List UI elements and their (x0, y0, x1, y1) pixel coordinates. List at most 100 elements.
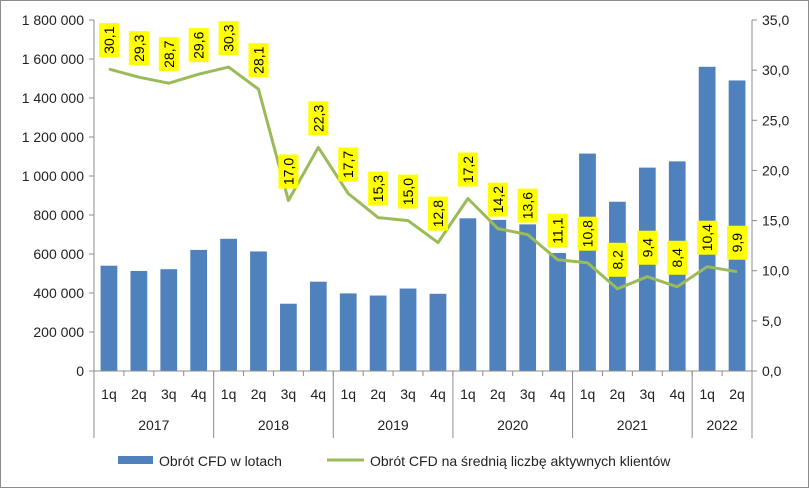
legend-swatch-bars (118, 456, 153, 464)
bar-3 (160, 269, 178, 371)
y-right-tick-label: 5,0 (762, 313, 782, 329)
x-tick-label: 2q (610, 386, 626, 402)
data-label-bg-17 (577, 216, 598, 251)
y-right-tick-label: 0,0 (762, 363, 782, 379)
data-label-bg-3 (158, 37, 179, 72)
data-label-21: 10,4 (699, 224, 715, 251)
y-right-tick-label: 20,0 (762, 162, 789, 178)
data-label-5: 30,3 (221, 24, 237, 51)
x-tick-label: 4q (550, 386, 566, 402)
y-left-tick-label: 800 000 (33, 207, 84, 223)
data-label-bg-13 (457, 152, 478, 187)
x-tick-label: 1q (699, 386, 715, 402)
y-left-tick-label: 1 200 000 (22, 129, 84, 145)
y-left-tick-label: 0 (76, 363, 84, 379)
bar-19 (638, 167, 656, 371)
y-left-tick-label: 1 400 000 (22, 90, 84, 106)
y-left-tick-label: 1 800 000 (22, 12, 84, 28)
x-tick-label: 4q (669, 386, 685, 402)
data-label-bg-11 (398, 174, 419, 209)
data-label-20: 8,4 (669, 248, 685, 268)
x-tick-label: 2q (131, 386, 147, 402)
bar-1 (100, 265, 118, 371)
data-label-10: 15,3 (370, 175, 386, 202)
data-label-bg-9 (338, 147, 359, 182)
x-tick-label: 1q (580, 386, 596, 402)
y-left-tick-label: 600 000 (33, 246, 84, 262)
y-right-tick-label: 15,0 (762, 213, 789, 229)
data-label-bg-18 (607, 242, 628, 277)
legend-label-bars: Obrót CFD w lotach (159, 453, 282, 469)
x-group-label: 2017 (138, 417, 169, 433)
data-label-16: 11,1 (550, 217, 566, 243)
y-left-tick-label: 200 000 (33, 324, 84, 340)
x-tick-label: 3q (281, 386, 297, 402)
x-tick-label: 1q (221, 386, 237, 402)
data-label-4: 29,6 (191, 31, 207, 58)
bar-11 (399, 288, 417, 371)
data-label-bg-6 (248, 43, 269, 78)
line-series (108, 65, 738, 291)
y-right-tick-label: 10,0 (762, 263, 789, 279)
y-left-tick-label: 1 600 000 (22, 51, 84, 67)
data-label-8: 22,3 (310, 105, 326, 132)
x-tick-label: 3q (640, 386, 656, 402)
x-tick-label: 3q (520, 386, 536, 402)
bar-15 (519, 224, 537, 371)
legend-label-line: Obrót CFD na średnią liczbę aktywnych kl… (370, 453, 671, 469)
y-left-tick-label: 400 000 (33, 285, 84, 301)
data-label-17: 10,8 (579, 220, 595, 247)
y-right-tick-label: 30,0 (762, 62, 789, 78)
x-tick-label: 1q (101, 386, 117, 402)
data-label-bg-20 (667, 240, 688, 275)
bar-16 (549, 253, 566, 371)
data-label-bg-16 (547, 213, 568, 248)
data-label-bg-10 (368, 171, 389, 206)
data-label-11: 15,0 (400, 178, 416, 205)
data-label-18: 8,2 (609, 250, 625, 270)
data-label-bg-22 (727, 225, 748, 260)
bar-10 (369, 295, 387, 371)
x-tick-label: 4q (311, 386, 327, 402)
x-group-label: 2018 (258, 417, 289, 433)
data-label-7: 17,0 (280, 158, 296, 185)
x-group-label: 2019 (378, 417, 409, 433)
x-tick-label: 2q (729, 386, 745, 402)
bar-7 (280, 303, 297, 371)
bar-6 (250, 251, 267, 371)
x-group-label: 2022 (707, 417, 738, 433)
data-label-6: 28,1 (250, 46, 266, 73)
data-label-bg-15 (517, 188, 538, 223)
data-label-15: 13,6 (520, 192, 536, 219)
data-label-bg-21 (697, 220, 718, 255)
bar-14 (489, 219, 507, 371)
y-left-tick-label: 1 000 000 (22, 168, 84, 184)
data-label-bg-8 (308, 101, 329, 136)
bar-4 (190, 249, 208, 371)
x-tick-label: 3q (161, 386, 177, 402)
data-label-1: 30,1 (101, 26, 117, 53)
x-group-label: 2021 (617, 417, 648, 433)
x-tick-label: 4q (191, 386, 207, 402)
bar-12 (429, 293, 447, 371)
x-tick-label: 2q (490, 386, 506, 402)
data-label-bg-5 (218, 21, 239, 56)
bar-13 (459, 218, 477, 371)
data-label-9: 17,7 (340, 151, 356, 178)
data-label-bg-4 (188, 28, 209, 63)
data-label-19: 9,4 (639, 238, 655, 258)
bar-8 (309, 281, 327, 371)
y-right-tick-label: 35,0 (762, 12, 789, 28)
x-tick-label: 2q (370, 386, 386, 402)
data-label-3: 28,7 (161, 40, 177, 67)
data-label-bg-19 (637, 230, 658, 265)
data-label-bg-1 (98, 23, 119, 58)
x-group-label: 2020 (497, 417, 528, 433)
y-right-tick-label: 25,0 (762, 112, 789, 128)
x-tick-label: 3q (400, 386, 416, 402)
data-label-bg-7 (278, 154, 299, 189)
data-label-2: 29,3 (131, 34, 147, 61)
data-label-13: 17,2 (460, 156, 476, 183)
data-label-bg-2 (128, 31, 149, 66)
